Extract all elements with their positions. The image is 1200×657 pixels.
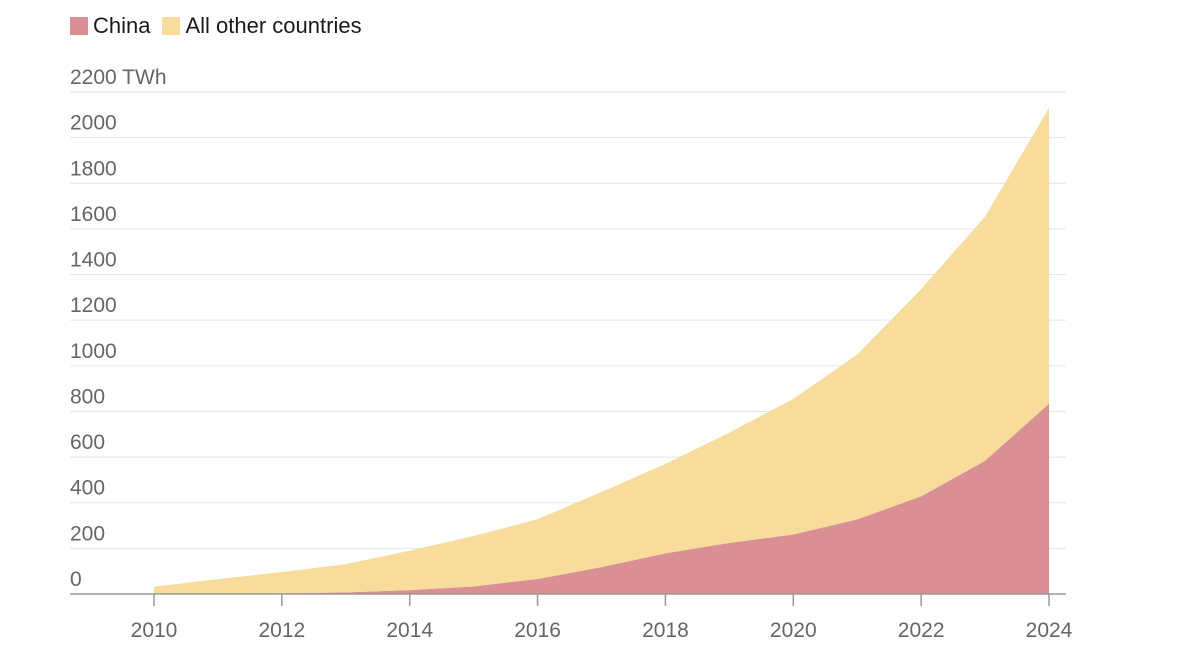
y-tick-label: 1200 xyxy=(70,294,117,317)
x-tick-label: 2020 xyxy=(770,619,817,642)
x-tick-label: 2014 xyxy=(386,619,433,642)
y-tick-label: 400 xyxy=(70,477,105,500)
y-tick-label: 1800 xyxy=(70,157,117,180)
y-tick-label: 1600 xyxy=(70,203,117,226)
y-tick-label: 800 xyxy=(70,385,105,408)
chart-legend: China All other countries xyxy=(70,13,362,39)
y-tick-label: 2000 xyxy=(70,112,117,135)
x-tick-label: 2018 xyxy=(642,619,689,642)
x-tick-label: 2010 xyxy=(131,619,178,642)
legend-label-other: All other countries xyxy=(185,13,362,38)
legend-label-china: China xyxy=(93,13,151,38)
y-tick-label: 0 xyxy=(70,568,82,591)
area-series xyxy=(154,107,1049,595)
y-unit-label: 2200 TWh xyxy=(70,66,167,89)
y-tick-label: 1000 xyxy=(70,340,117,363)
x-tick-label: 2012 xyxy=(258,619,305,642)
y-tick-label: 600 xyxy=(70,431,105,454)
y-axis: 0 200 400 600 800 1000 1200 1400 1600 1800 2000 220… xyxy=(70,66,167,591)
area-china xyxy=(154,403,1049,594)
legend-swatch-other xyxy=(162,17,181,35)
x-axis: 2010 2012 2014 2016 2018 2020 2022 2024 xyxy=(70,593,1073,642)
y-tick-label: 1400 xyxy=(70,249,117,272)
x-tick-label: 2022 xyxy=(898,619,945,642)
legend-swatch-china xyxy=(70,17,88,35)
x-tick-label: 2024 xyxy=(1026,619,1073,642)
area-other-countries xyxy=(154,107,1049,595)
x-tick-label: 2016 xyxy=(514,619,561,642)
legend-item-china: China xyxy=(70,13,150,39)
legend-item-other: All other countries xyxy=(162,13,362,39)
y-tick-label: 200 xyxy=(70,522,105,545)
